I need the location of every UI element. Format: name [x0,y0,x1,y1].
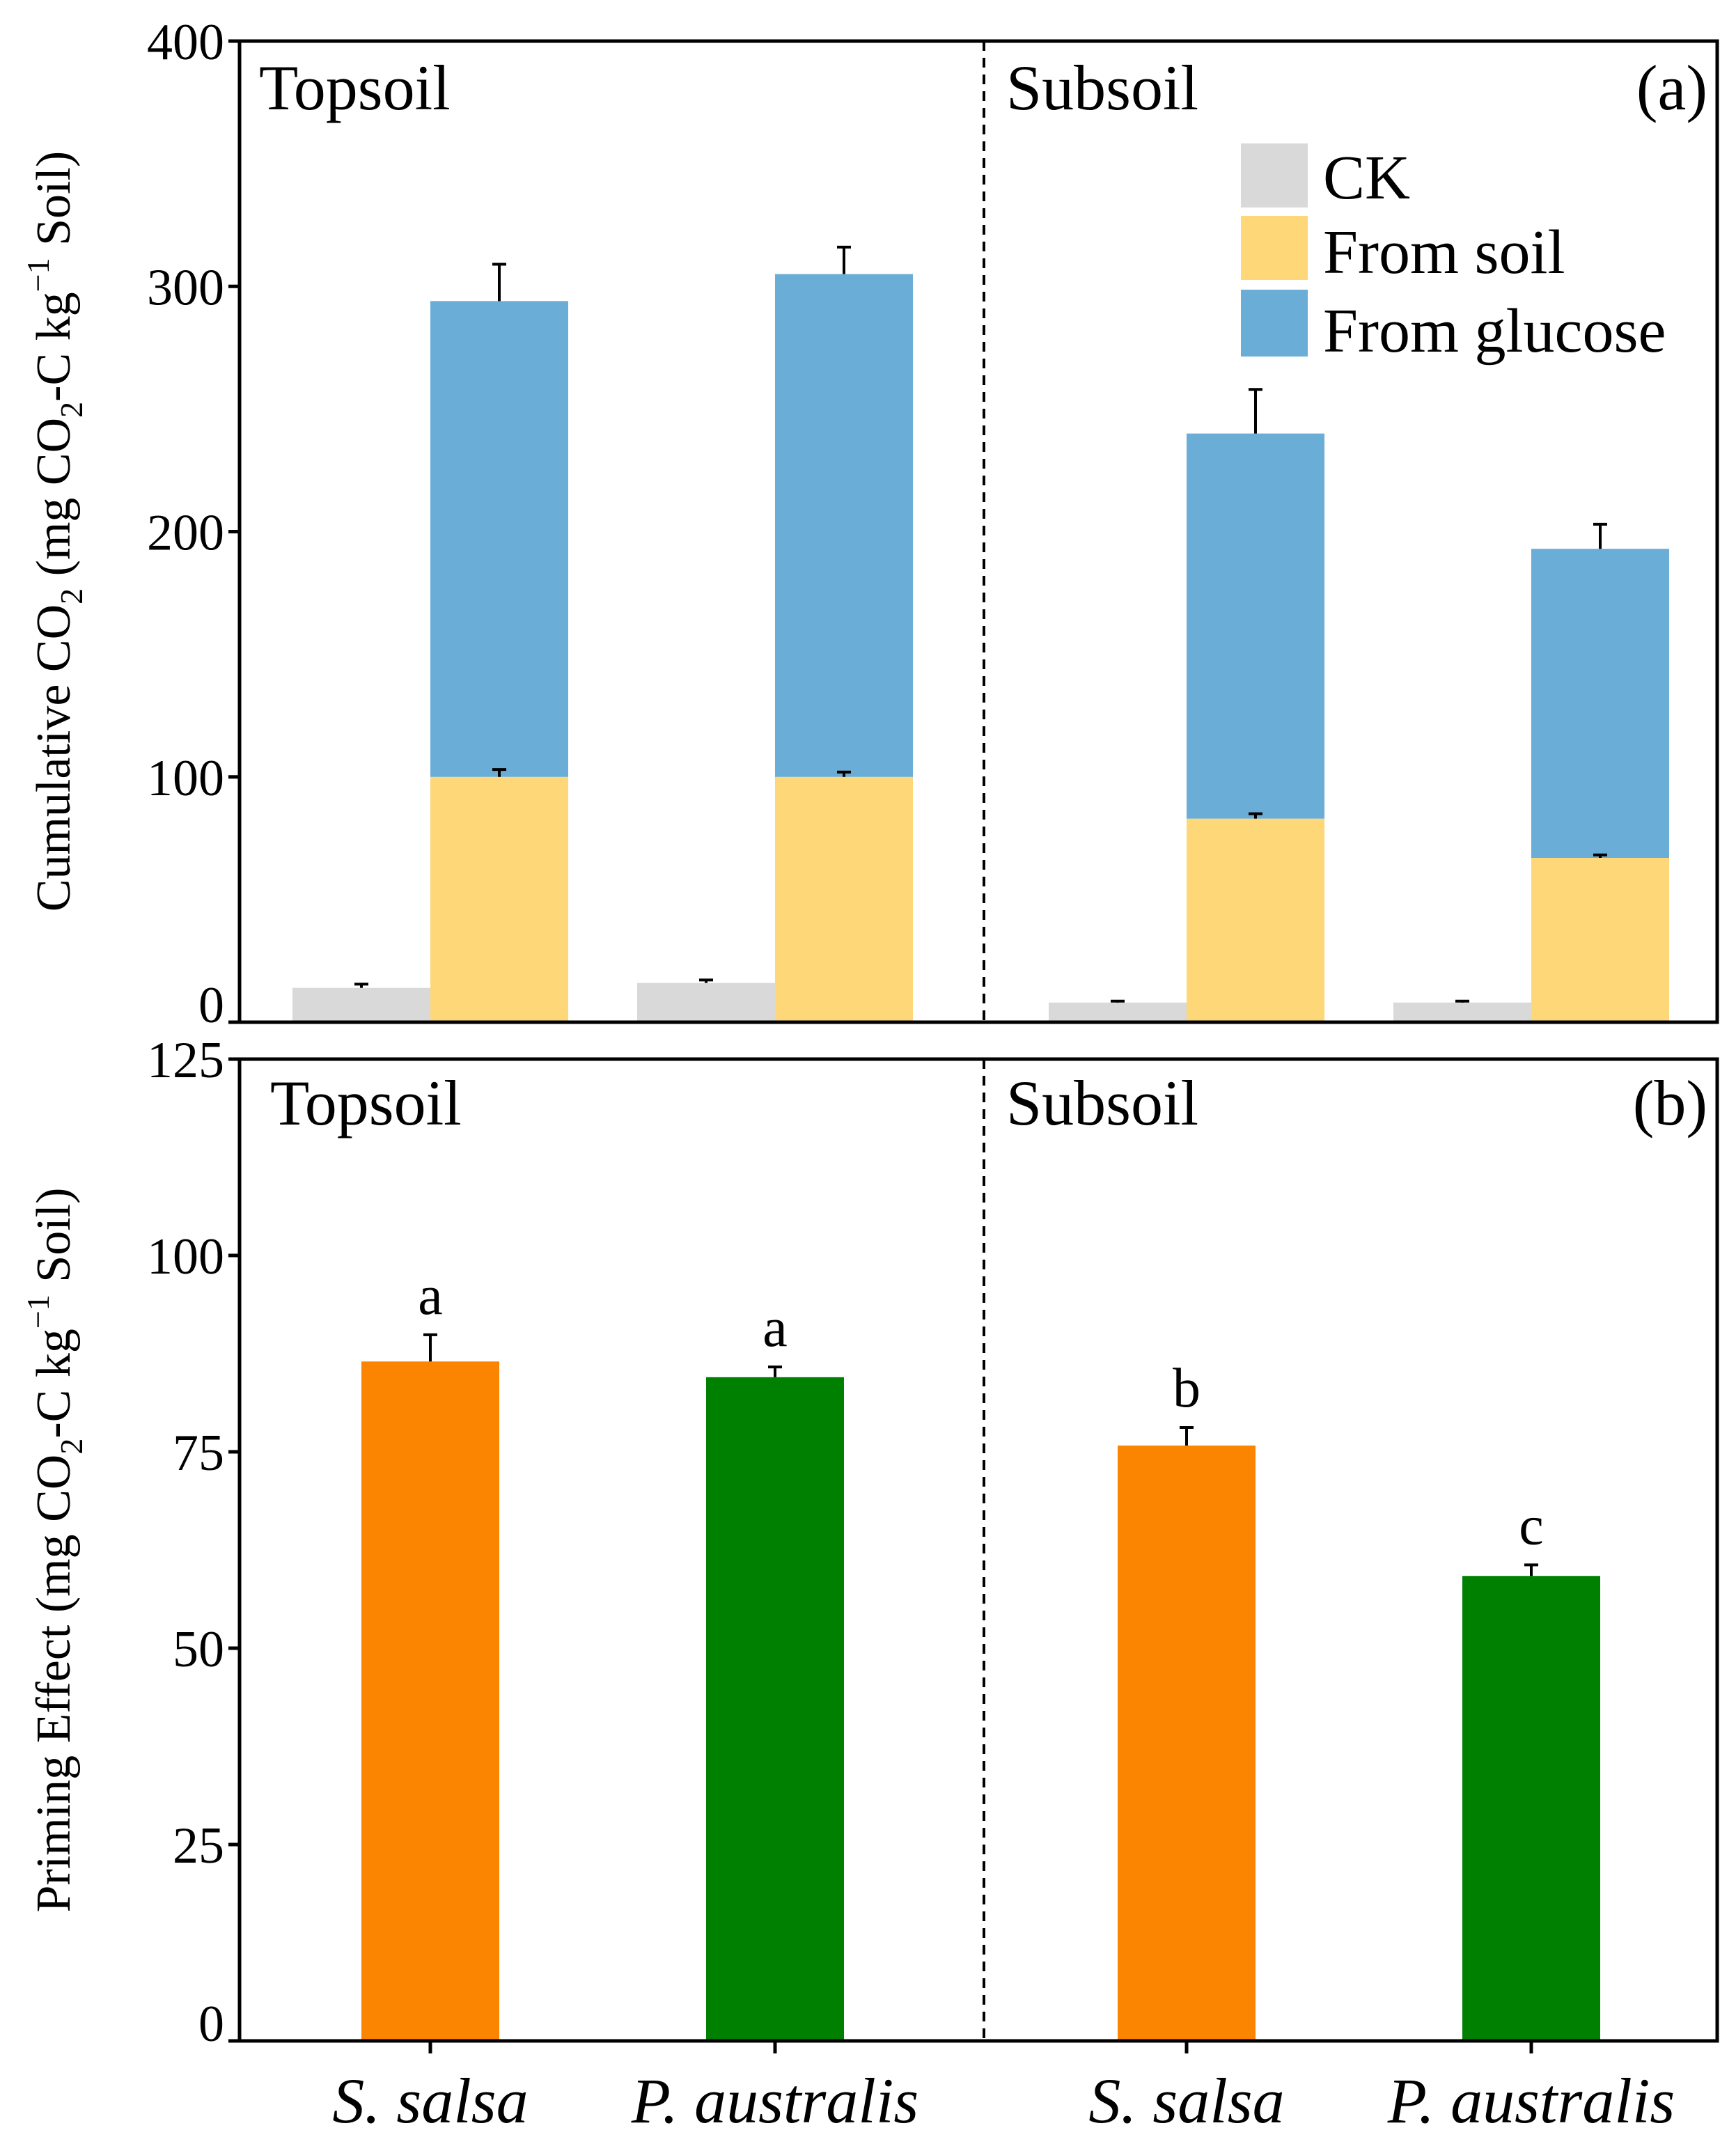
y-tick-label: 0 [198,977,224,1034]
legend: CK From soil From glucose [1241,143,1666,366]
panel-b-bars: a a b c [361,1265,1600,2041]
bar-ck [637,983,775,1022]
bar-ck [292,987,430,1022]
significance-letter: b [1173,1358,1201,1419]
bar-from-glucose [1187,433,1324,819]
bar-from-soil [1187,818,1324,1022]
plot-frame [237,1057,1719,2043]
panel-a-group-subsoil: Subsoil [1006,52,1198,123]
bar-priming-effect [706,1377,844,2041]
legend-swatch-ck [1241,143,1308,208]
panel-b-group-subsoil: Subsoil [1006,1067,1198,1138]
bar-from-glucose [430,301,568,777]
legend-swatch-from-soil [1241,216,1308,280]
legend-swatch-from-glucose [1241,290,1308,357]
panel-a-label: (a) [1636,52,1707,123]
legend-label-from-soil: From soil [1323,218,1565,287]
panel-a-bars [292,245,1669,1022]
significance-letter: a [763,1297,788,1359]
y-tick-label: 125 [147,1032,224,1089]
x-label-subsoil-s-salsa: S. salsa [1088,2065,1284,2136]
y-tick-label: 200 [147,505,224,562]
y-tick-label: 100 [147,750,224,807]
y-tick-label: 0 [198,1996,224,2053]
y-tick-label: 100 [147,1228,224,1285]
legend-label-ck: CK [1323,143,1410,212]
bar-from-soil [1531,857,1669,1022]
panel-b-group-topsoil: Topsoil [270,1067,462,1138]
panel-a-y-axis-title: Cumulative CO2 (mg CO2-C kg−1 Soil) [20,151,89,911]
bar-from-glucose [775,274,913,777]
x-label-topsoil-p-australis: P. australis [631,2065,918,2136]
bar-from-soil [775,776,913,1022]
bar-ck [1049,1002,1187,1022]
bar-ck [1393,1002,1531,1022]
bar-priming-effect [361,1361,499,2041]
significance-letter: a [418,1265,443,1326]
legend-label-from-glucose: From glucose [1323,297,1666,366]
x-label-topsoil-s-salsa: S. salsa [332,2065,528,2136]
panel-a-group-topsoil: Topsoil [259,52,451,123]
y-tick-label: 300 [147,259,224,316]
panel-b-y-axis-title: Priming Effect (mg CO2-C kg−1 Soil) [20,1188,89,1913]
bar-priming-effect [1118,1445,1256,2041]
panel-b-label: (b) [1633,1067,1707,1138]
panel-b: a a b c 0 25 50 75 100 125 [147,1032,1719,2053]
bar-priming-effect [1462,1576,1600,2041]
panel-a: 0 100 200 300 400 [147,14,1719,1034]
bar-from-glucose [1531,549,1669,858]
x-label-subsoil-p-australis: P. australis [1387,2065,1675,2136]
bar-from-soil [430,776,568,1022]
y-tick-label: 75 [173,1425,224,1482]
y-tick-label: 50 [173,1621,224,1678]
plot-frame [237,39,1719,1024]
y-tick-label: 25 [173,1817,224,1874]
significance-letter: c [1519,1495,1544,1556]
y-tick-label: 400 [147,14,224,71]
